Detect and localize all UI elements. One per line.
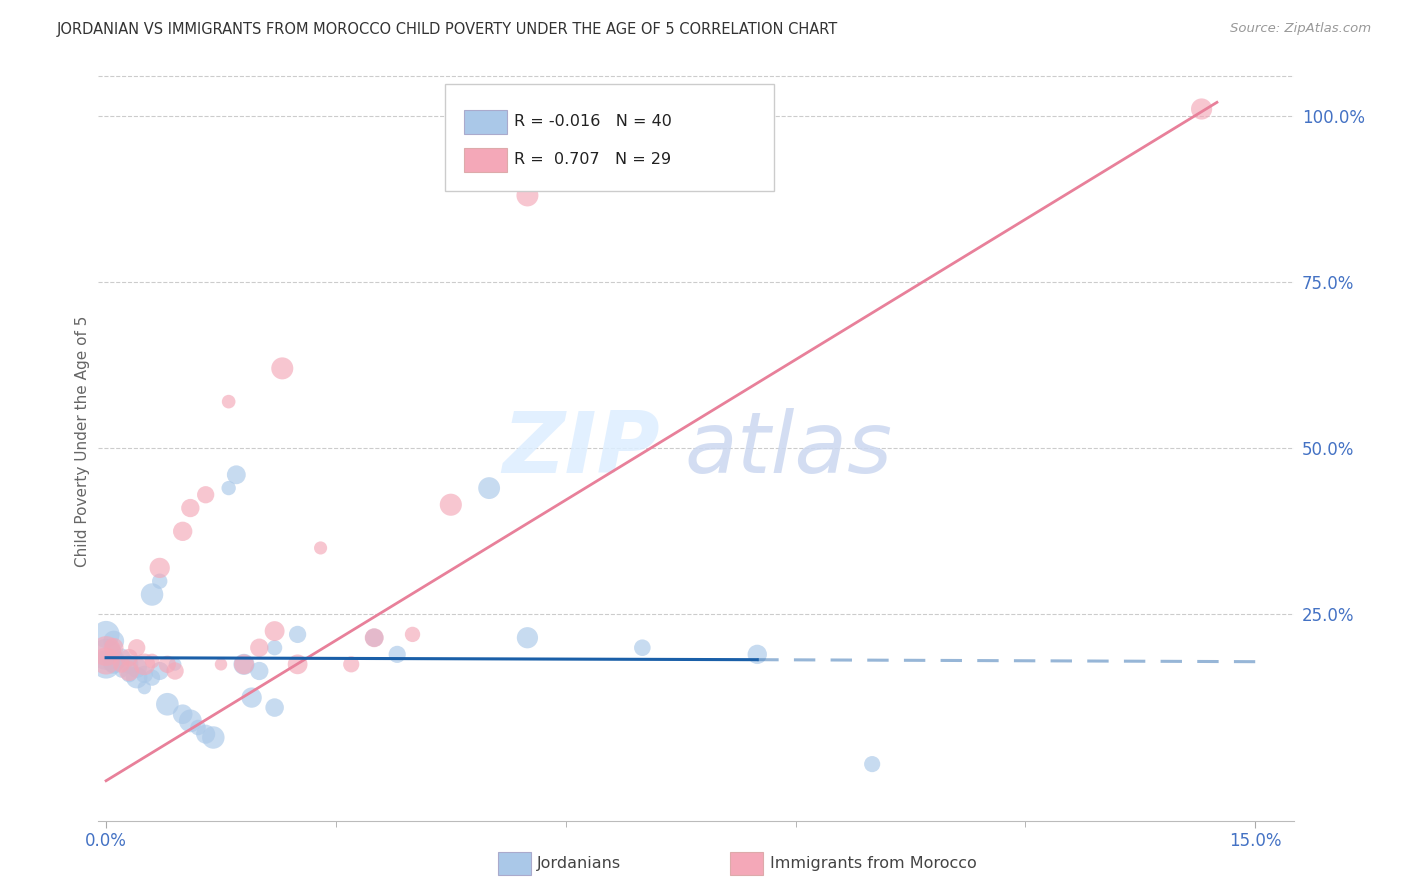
- Point: [309, 541, 332, 555]
- Point: [516, 631, 538, 645]
- Point: [172, 707, 194, 722]
- Point: [385, 648, 409, 662]
- Point: [118, 657, 141, 672]
- Point: [287, 627, 309, 641]
- Point: [103, 654, 125, 668]
- Point: [172, 524, 194, 539]
- Point: [516, 188, 538, 202]
- Point: [440, 498, 463, 512]
- Point: [202, 731, 225, 745]
- Point: [179, 714, 201, 728]
- Point: [225, 467, 247, 482]
- Point: [134, 667, 156, 681]
- Point: [401, 627, 423, 641]
- Point: [125, 671, 148, 685]
- Point: [233, 657, 256, 672]
- Point: [240, 690, 263, 705]
- Point: [187, 721, 209, 735]
- Point: [194, 488, 217, 502]
- Point: [125, 640, 148, 655]
- Point: [163, 664, 186, 678]
- Point: [118, 650, 141, 665]
- Point: [118, 664, 141, 678]
- Point: [103, 657, 125, 672]
- Point: [263, 700, 285, 714]
- Point: [141, 587, 163, 601]
- Point: [110, 657, 132, 672]
- FancyBboxPatch shape: [446, 84, 773, 191]
- Point: [94, 657, 117, 672]
- Point: [287, 657, 309, 672]
- Point: [103, 634, 125, 648]
- Text: Jordanians: Jordanians: [537, 856, 621, 871]
- Point: [149, 561, 172, 575]
- Point: [218, 394, 240, 409]
- Point: [125, 661, 148, 675]
- Point: [209, 657, 232, 672]
- Point: [631, 640, 654, 655]
- Point: [134, 657, 156, 672]
- Point: [263, 624, 285, 639]
- Point: [218, 481, 240, 495]
- FancyBboxPatch shape: [464, 148, 508, 172]
- Point: [103, 640, 125, 655]
- Text: Immigrants from Morocco: Immigrants from Morocco: [770, 856, 977, 871]
- Point: [149, 664, 172, 678]
- Point: [340, 657, 363, 672]
- Point: [141, 671, 163, 685]
- Text: atlas: atlas: [685, 408, 891, 491]
- Text: Source: ZipAtlas.com: Source: ZipAtlas.com: [1230, 22, 1371, 36]
- Point: [363, 631, 385, 645]
- Point: [860, 757, 883, 772]
- Point: [247, 664, 270, 678]
- Point: [163, 657, 186, 672]
- Point: [94, 644, 117, 658]
- Text: ZIP: ZIP: [502, 408, 661, 491]
- Text: JORDANIAN VS IMMIGRANTS FROM MOROCCO CHILD POVERTY UNDER THE AGE OF 5 CORRELATIO: JORDANIAN VS IMMIGRANTS FROM MOROCCO CHI…: [56, 22, 838, 37]
- Point: [156, 698, 179, 712]
- Point: [110, 650, 132, 665]
- Point: [94, 627, 117, 641]
- Point: [110, 664, 132, 678]
- Point: [94, 648, 117, 662]
- Point: [271, 361, 294, 376]
- Point: [194, 727, 217, 741]
- Point: [156, 657, 179, 672]
- Point: [478, 481, 501, 495]
- Y-axis label: Child Poverty Under the Age of 5: Child Poverty Under the Age of 5: [75, 316, 90, 567]
- Text: R = -0.016   N = 40: R = -0.016 N = 40: [515, 114, 672, 129]
- Point: [149, 574, 172, 589]
- Point: [179, 501, 201, 516]
- Point: [1191, 102, 1213, 116]
- Point: [247, 640, 270, 655]
- Point: [141, 654, 163, 668]
- Point: [134, 681, 156, 695]
- Point: [233, 657, 256, 672]
- Point: [263, 640, 285, 655]
- Text: R =  0.707   N = 29: R = 0.707 N = 29: [515, 152, 672, 167]
- FancyBboxPatch shape: [464, 111, 508, 135]
- Point: [363, 631, 385, 645]
- Point: [94, 654, 117, 668]
- Point: [118, 667, 141, 681]
- Point: [747, 648, 769, 662]
